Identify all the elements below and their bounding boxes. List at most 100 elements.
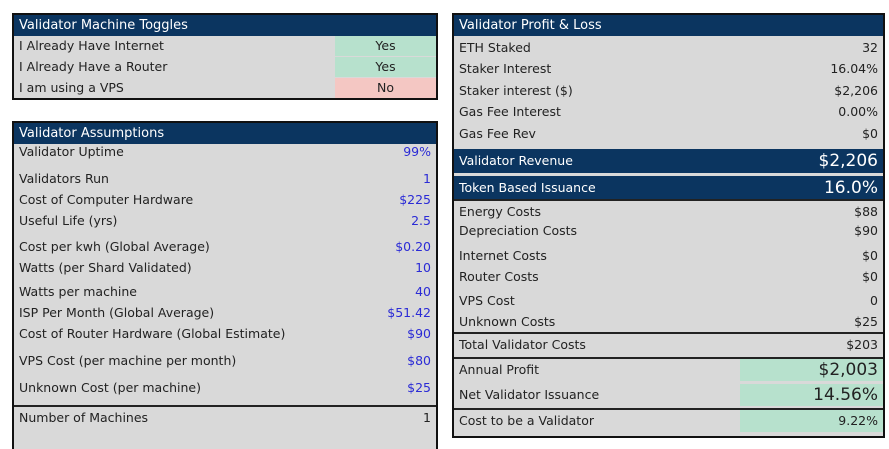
row-value: 16.04% (830, 61, 878, 76)
row: Validator Revenue $2,206 (454, 149, 883, 173)
row-value: $2,206 (834, 83, 878, 98)
row: Cost of Computer Hardware $225 (14, 189, 436, 211)
row-label: ETH Staked (459, 40, 531, 55)
row-value: 14.56% (740, 384, 883, 406)
row: Router Costs $0 (454, 266, 883, 287)
row-label: Cost to be a Validator (459, 413, 594, 428)
row-label: Staker interest ($) (459, 83, 573, 98)
row-value: 2.5 (411, 213, 431, 228)
row-label: Total Validator Costs (459, 337, 586, 352)
row-label: Validator Revenue (459, 153, 573, 168)
row: I am using a VPS No (14, 78, 436, 98)
row-value: 32 (862, 40, 878, 55)
row-label: Useful Life (yrs) (19, 213, 118, 228)
row: Energy Costs $88 (454, 199, 883, 222)
row: Staker Interest 16.04% (454, 58, 883, 79)
row-value: 9.22% (740, 410, 883, 432)
row-label: Staker Interest (459, 61, 552, 76)
row-value: $80 (407, 353, 431, 368)
row-value: 0 (870, 293, 878, 308)
row: Token Based Issuance 16.0% (454, 176, 883, 200)
row-value: 16.0% (823, 178, 878, 198)
row-value: No (335, 78, 436, 98)
row: Annual Profit $2,003 (454, 357, 883, 381)
row-label: Depreciation Costs (459, 223, 578, 238)
row-value: 40 (415, 284, 431, 299)
row: VPS Cost 0 (454, 290, 883, 311)
row-label: Annual Profit (459, 362, 540, 377)
row-value: Yes (335, 36, 436, 56)
row-label: Energy Costs (459, 204, 542, 219)
assumptions-panel: Validator Assumptions Validator Uptime 99… (12, 121, 438, 449)
row: ISP Per Month (Global Average) $51.42 (14, 302, 436, 324)
row-label: Validator Uptime (19, 144, 124, 159)
row-value: $0 (862, 126, 878, 141)
row-value: $88 (854, 204, 878, 219)
row: Number of Machines 1 (14, 405, 436, 429)
row-label: I Already Have Internet (19, 38, 164, 53)
row-value: 99% (403, 144, 431, 159)
row-value: $203 (846, 337, 878, 352)
row-value: $0 (862, 248, 878, 263)
row-value: 10 (415, 260, 431, 275)
row-label: Cost per kwh (Global Average) (19, 239, 210, 254)
row: Validator Uptime 99% (14, 141, 436, 163)
row: Unknown Cost (per machine) $25 (14, 377, 436, 399)
row-label: Watts (per Shard Validated) (19, 260, 192, 275)
row: Depreciation Costs $90 (454, 220, 883, 241)
row: Watts per machine 40 (14, 281, 436, 303)
panel-title: Validator Machine Toggles (14, 15, 436, 36)
row-value: Yes (335, 57, 436, 77)
row-label: I Already Have a Router (19, 59, 168, 74)
row: Cost of Router Hardware (Global Estimate… (14, 323, 436, 345)
row-value: 0.00% (838, 104, 878, 119)
row-label: VPS Cost (per machine per month) (19, 353, 237, 368)
row-value: $2,206 (818, 151, 878, 171)
panel-title: Validator Profit & Loss (454, 15, 883, 36)
row: Total Validator Costs $203 (454, 332, 883, 355)
row: Cost to be a Validator 9.22% (454, 408, 883, 432)
row: VPS Cost (per machine per month) $80 (14, 350, 436, 372)
row-value: $90 (854, 223, 878, 238)
row-label: ISP Per Month (Global Average) (19, 305, 215, 320)
toggles-panel: Validator Machine Toggles I Already Have… (12, 13, 438, 100)
row: Cost per kwh (Global Average) $0.20 (14, 236, 436, 258)
row-value: $25 (407, 380, 431, 395)
row: ETH Staked 32 (454, 37, 883, 58)
panel-title: Validator Assumptions (14, 123, 436, 144)
row-label: Gas Fee Rev (459, 126, 536, 141)
row-label: Router Costs (459, 269, 539, 284)
row-value: 1 (423, 410, 431, 425)
row-label: Unknown Cost (per machine) (19, 380, 201, 395)
row-value: $90 (407, 326, 431, 341)
row: Internet Costs $0 (454, 245, 883, 266)
row: Gas Fee Interest 0.00% (454, 101, 883, 122)
row-label: Internet Costs (459, 248, 547, 263)
row-label: Gas Fee Interest (459, 104, 561, 119)
row-value: $51.42 (387, 305, 431, 320)
row-label: Cost of Router Hardware (Global Estimate… (19, 326, 286, 341)
row-value: $225 (399, 192, 431, 207)
row-value: $25 (854, 314, 878, 329)
row-label: VPS Cost (459, 293, 515, 308)
row-label: Unknown Costs (459, 314, 556, 329)
row: Gas Fee Rev $0 (454, 123, 883, 144)
row: Useful Life (yrs) 2.5 (14, 210, 436, 232)
row: I Already Have Internet Yes (14, 36, 436, 56)
row-label: Token Based Issuance (459, 180, 596, 195)
row-value: 1 (423, 171, 431, 186)
row-label: Watts per machine (19, 284, 137, 299)
row-label: Number of Machines (19, 410, 149, 425)
row: Staker interest ($) $2,206 (454, 80, 883, 101)
row-value: $0.20 (395, 239, 431, 254)
pnl-panel: Validator Profit & Loss ETH Staked 32 Stak… (452, 13, 885, 438)
row: I Already Have a Router Yes (14, 57, 436, 77)
row-value: $2,003 (740, 359, 883, 381)
row-label: I am using a VPS (19, 80, 124, 95)
row: Validators Run 1 (14, 168, 436, 190)
row-label: Validators Run (19, 171, 109, 186)
row: Net Validator Issuance 14.56% (454, 384, 883, 406)
row-value: $0 (862, 269, 878, 284)
row-label: Net Validator Issuance (459, 387, 600, 402)
